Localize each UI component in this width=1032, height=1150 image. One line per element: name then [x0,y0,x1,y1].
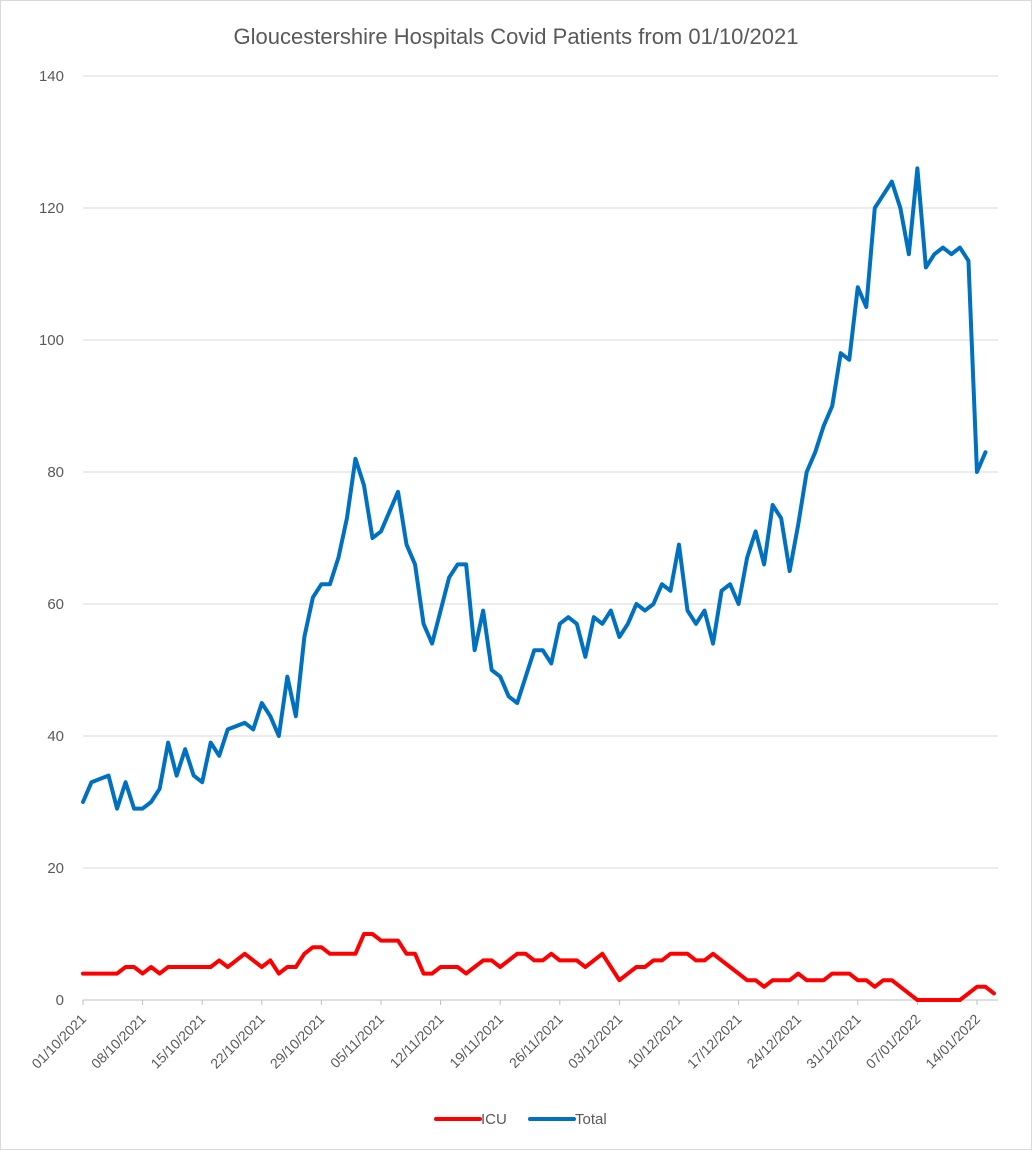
x-tick-label: 22/10/2021 [207,1011,268,1072]
y-tick-label: 120 [39,200,64,217]
x-tick-label: 24/12/2021 [743,1011,804,1072]
x-tick-label: 26/11/2021 [506,1011,566,1071]
chart-title: Gloucestershire Hospitals Covid Patients… [234,24,799,49]
y-tick-label: 80 [47,464,64,481]
x-tick-label: 07/01/2022 [863,1011,924,1072]
x-axis-ticks: 01/10/202108/10/202115/10/202122/10/2021… [28,1000,983,1072]
x-tick-label: 15/10/2021 [147,1011,208,1072]
x-tick-label: 01/10/2021 [28,1011,89,1072]
x-tick-label: 10/12/2021 [624,1011,685,1072]
legend: ICU Total [434,1111,607,1128]
y-tick-label: 140 [39,68,64,85]
series-line-icu [81,932,996,1002]
x-tick-label: 12/11/2021 [387,1011,447,1071]
x-tick-label: 17/12/2021 [684,1011,745,1072]
legend-label-icu: ICU [481,1111,507,1128]
gridlines [83,75,998,869]
x-tick-label: 05/11/2021 [327,1011,387,1071]
y-tick-label: 0 [56,992,64,1009]
legend-label-total: Total [575,1111,607,1128]
y-tick-label: 40 [47,728,64,745]
x-tick-label: 03/12/2021 [565,1011,626,1072]
x-tick-label: 14/01/2022 [922,1011,983,1072]
series-lines [81,166,996,1002]
x-tick-label: 31/12/2021 [803,1011,864,1072]
y-tick-label: 100 [39,332,64,349]
y-axis-ticks: 0 20 40 60 80 100 120 140 [39,68,64,1009]
y-tick-label: 20 [47,860,64,877]
y-tick-label: 60 [47,596,64,613]
x-tick-label: 29/10/2021 [267,1011,328,1072]
x-tick-label: 08/10/2021 [88,1011,149,1072]
series-line-total [81,166,988,811]
x-tick-label: 19/11/2021 [446,1011,506,1071]
